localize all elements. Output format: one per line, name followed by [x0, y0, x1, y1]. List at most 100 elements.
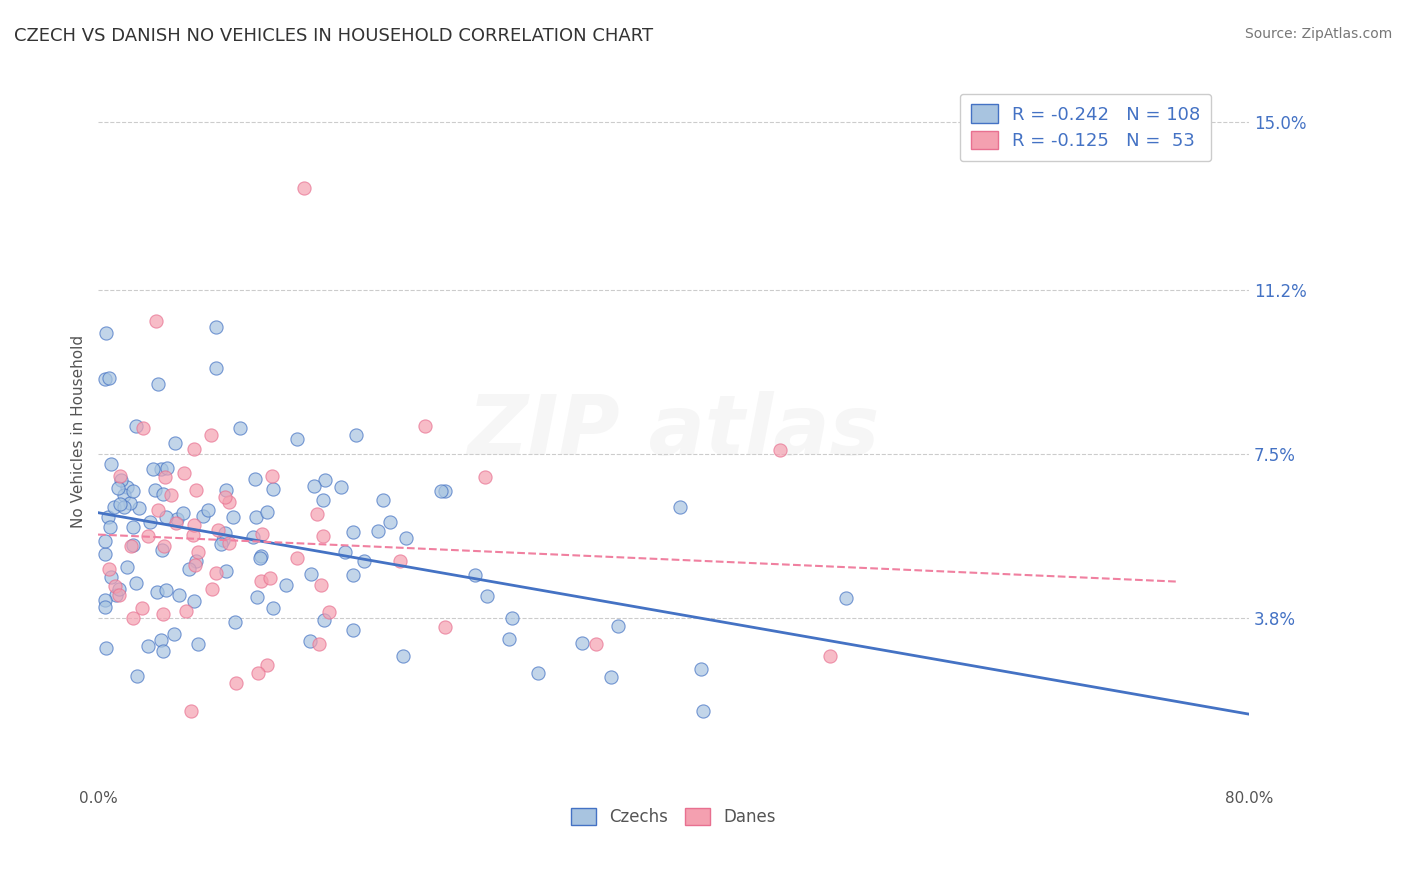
Point [121, 519, 143, 533]
Point [274, 578, 297, 592]
Point [98, 370, 121, 384]
Point [285, 432, 308, 446]
Point [307, 507, 329, 521]
Point [260, 469, 283, 483]
Point [96, 326, 118, 341]
Point [571, 636, 593, 650]
Point [180, 704, 202, 718]
Point [104, 588, 127, 602]
Point [389, 554, 412, 568]
Point [211, 533, 233, 548]
Point [187, 545, 209, 559]
Point [204, 566, 226, 580]
Point [142, 462, 165, 476]
Point [205, 361, 228, 376]
Point [159, 488, 181, 502]
Point [183, 442, 205, 457]
Point [256, 658, 278, 673]
Point [353, 554, 375, 568]
Legend: Czechs, Danes: Czechs, Danes [562, 799, 785, 834]
Point [155, 582, 177, 597]
Point [187, 637, 209, 651]
Point [474, 470, 496, 484]
Point [110, 473, 132, 487]
Point [367, 524, 389, 538]
Point [302, 478, 325, 492]
Point [430, 483, 453, 498]
Point [146, 585, 169, 599]
Point [214, 490, 236, 504]
Point [149, 633, 172, 648]
Point [256, 505, 278, 519]
Point [139, 515, 162, 529]
Point [218, 535, 240, 549]
Point [125, 575, 148, 590]
Point [125, 419, 148, 434]
Point [183, 594, 205, 608]
Point [292, 181, 315, 195]
Point [314, 473, 336, 487]
Point [464, 568, 486, 582]
Point [606, 619, 628, 633]
Point [94, 372, 117, 386]
Point [434, 620, 457, 634]
Point [117, 560, 139, 574]
Point [174, 604, 197, 618]
Point [201, 582, 224, 596]
Point [373, 493, 395, 508]
Point [309, 578, 332, 592]
Point [155, 510, 177, 524]
Point [184, 558, 207, 573]
Point [155, 470, 177, 484]
Text: Source: ZipAtlas.com: Source: ZipAtlas.com [1244, 27, 1392, 41]
Point [150, 542, 173, 557]
Point [197, 503, 219, 517]
Point [214, 526, 236, 541]
Point [94, 547, 117, 561]
Point [299, 567, 322, 582]
Point [835, 591, 858, 605]
Point [434, 483, 457, 498]
Point [312, 493, 335, 508]
Point [200, 428, 222, 442]
Point [692, 704, 714, 718]
Point [152, 607, 174, 621]
Point [94, 533, 117, 548]
Point [475, 589, 498, 603]
Point [167, 588, 190, 602]
Point [94, 599, 117, 614]
Point [287, 550, 309, 565]
Point [242, 530, 264, 544]
Point [132, 421, 155, 435]
Point [165, 516, 187, 530]
Point [501, 611, 523, 625]
Point [120, 496, 142, 510]
Point [229, 421, 252, 435]
Point [330, 480, 353, 494]
Y-axis label: No Vehicles in Household: No Vehicles in Household [72, 335, 86, 528]
Point [108, 497, 131, 511]
Point [122, 538, 145, 552]
Point [153, 539, 176, 553]
Point [600, 670, 623, 684]
Point [391, 649, 413, 664]
Point [527, 665, 550, 680]
Point [413, 419, 436, 434]
Point [108, 582, 131, 596]
Point [166, 512, 188, 526]
Point [172, 506, 194, 520]
Point [122, 483, 145, 498]
Point [103, 500, 125, 515]
Point [818, 648, 841, 663]
Point [218, 495, 240, 509]
Point [769, 443, 792, 458]
Point [163, 435, 186, 450]
Point [94, 593, 117, 607]
Point [149, 462, 172, 476]
Point [100, 570, 122, 584]
Point [215, 564, 238, 578]
Point [94, 641, 117, 656]
Point [128, 500, 150, 515]
Point [125, 669, 148, 683]
Point [143, 483, 166, 497]
